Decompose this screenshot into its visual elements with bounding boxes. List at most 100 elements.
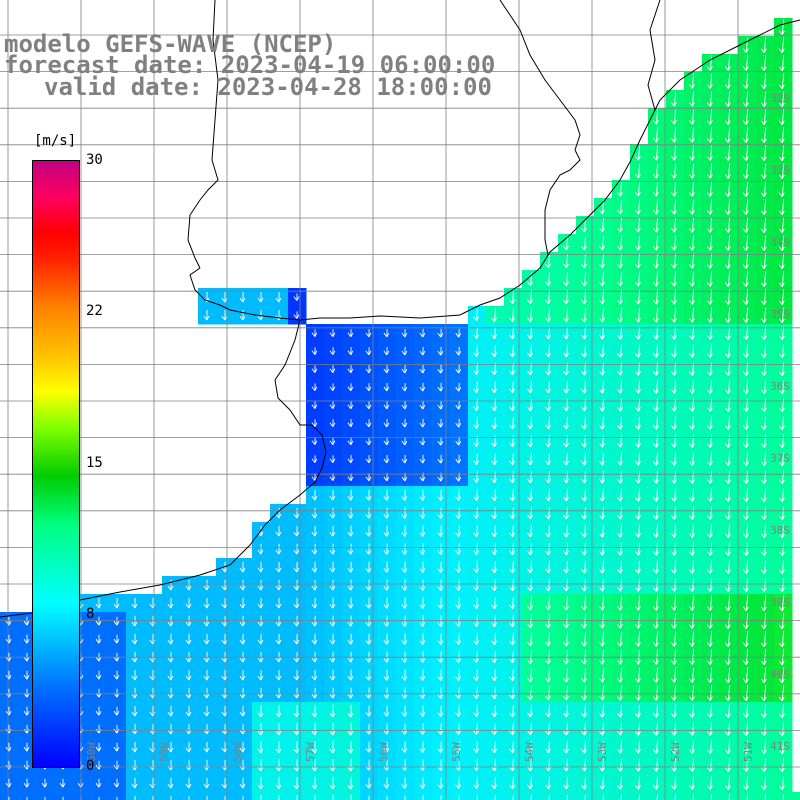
wind-arrow (670, 595, 677, 611)
wind-arrow (491, 759, 497, 772)
wind-arrow (725, 578, 731, 592)
wind-arrow (260, 794, 262, 800)
wind-arrow (491, 363, 497, 376)
wind-arrow (581, 595, 587, 611)
wind-arrow (725, 488, 731, 502)
lon-label: 57W (304, 742, 317, 762)
wind-arrow (584, 794, 586, 800)
wind-arrow (724, 181, 731, 197)
wind-arrow (329, 543, 336, 555)
lat-label: 35S (770, 308, 790, 321)
wind-arrow (293, 615, 300, 627)
wind-arrow (760, 55, 767, 71)
wind-arrow (688, 91, 695, 107)
wind-arrow (239, 615, 246, 627)
wind-arrow (509, 327, 515, 340)
wind-arrow (293, 525, 300, 537)
wind-arrow (599, 253, 605, 269)
wind-arrow (742, 217, 749, 233)
wind-arrow (778, 307, 785, 324)
wind-arrow (581, 434, 587, 448)
wind-arrow (527, 723, 533, 736)
wind-arrow (778, 470, 785, 485)
wind-arrow (311, 722, 318, 736)
wind-arrow (707, 344, 713, 358)
wind-arrow (239, 579, 246, 591)
wind-arrow (437, 705, 444, 717)
wind-arrow (329, 489, 336, 501)
wind-arrow (329, 347, 336, 355)
wind-arrow (401, 597, 408, 609)
wind-arrow (545, 452, 551, 466)
wind-arrow (224, 795, 226, 800)
wind-arrow (98, 796, 100, 800)
wind-arrow (455, 687, 462, 699)
wind-arrow (635, 631, 641, 647)
wind-arrow (743, 560, 749, 575)
wind-arrow (545, 416, 551, 430)
wind-arrow (23, 724, 30, 734)
wind-arrow (365, 741, 372, 753)
wind-arrow (724, 235, 731, 251)
wind-arrow (653, 452, 659, 466)
wind-arrow (329, 579, 336, 591)
wind-arrow (545, 344, 551, 358)
wind-arrow (455, 346, 462, 356)
wind-arrow (401, 507, 408, 519)
wind-arrow (131, 597, 138, 609)
wind-arrow (671, 416, 677, 430)
lat-label: 38S (770, 524, 790, 537)
wind-arrow (239, 309, 246, 321)
wind-arrow (347, 579, 354, 591)
wind-arrow (185, 741, 192, 753)
wind-arrow (778, 667, 785, 684)
wind-arrow (778, 506, 785, 521)
lon-label: 60W (85, 742, 98, 762)
wind-arrow (257, 291, 264, 303)
wind-arrow (671, 199, 677, 215)
wind-arrow (563, 776, 569, 790)
wind-arrow (707, 560, 713, 574)
wind-arrow (653, 740, 659, 754)
wind-arrow (473, 669, 480, 682)
wind-arrow (311, 507, 318, 519)
wind-arrow (473, 525, 480, 538)
wind-arrow (671, 488, 677, 502)
wind-arrow (563, 758, 569, 772)
wind-arrow (401, 418, 408, 428)
wind-arrow (635, 704, 641, 718)
wind-arrow (599, 524, 605, 538)
wind-arrow (742, 253, 749, 269)
wind-arrow (293, 669, 300, 681)
wind-arrow (617, 542, 623, 556)
wind-arrow (599, 452, 605, 466)
wind-arrow (563, 272, 569, 287)
wind-arrow (347, 419, 354, 428)
wind-arrow (725, 758, 731, 772)
wind-arrow (545, 470, 551, 484)
wind-arrow (545, 380, 551, 394)
wind-arrow (293, 293, 300, 301)
wind-arrow (653, 776, 659, 790)
wind-arrow (257, 309, 264, 321)
wind-arrow (620, 794, 622, 800)
wind-arrow (455, 669, 462, 681)
wind-arrow (689, 488, 695, 502)
wind-arrow (293, 759, 300, 772)
wind-arrow (760, 307, 767, 323)
wind-arrow (760, 380, 767, 395)
wind-arrow (545, 722, 551, 736)
wind-arrow (257, 615, 264, 627)
wind-arrow (617, 253, 623, 269)
wind-arrow (671, 289, 677, 305)
wind-arrow (706, 685, 713, 701)
wind-arrow (509, 489, 515, 502)
wind-arrow (203, 705, 210, 717)
wind-arrow (688, 271, 695, 287)
wind-arrow (275, 633, 282, 645)
wind-arrow (581, 524, 587, 538)
wind-arrow (383, 597, 390, 609)
wind-arrow (778, 199, 785, 216)
wind-arrow (131, 633, 138, 645)
wind-arrow (725, 416, 731, 430)
